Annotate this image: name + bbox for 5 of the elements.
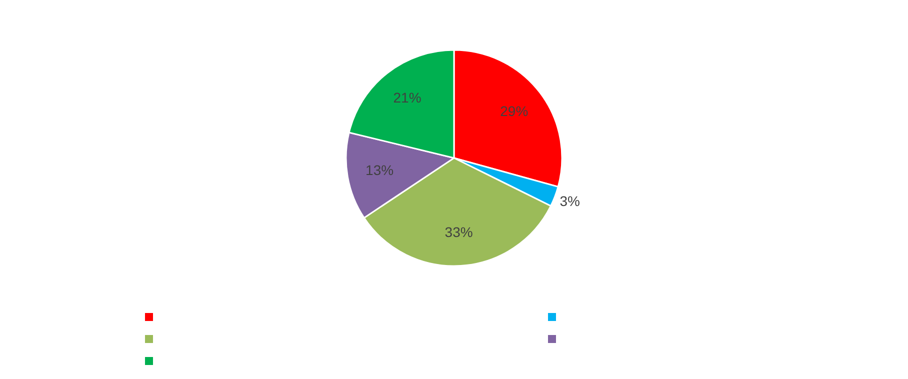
data-label: 21% [393, 89, 422, 106]
data-label: 13% [366, 162, 394, 178]
data-label: 29% [500, 102, 528, 119]
data-label: 3% [560, 192, 580, 209]
data-label: 33% [444, 224, 473, 240]
